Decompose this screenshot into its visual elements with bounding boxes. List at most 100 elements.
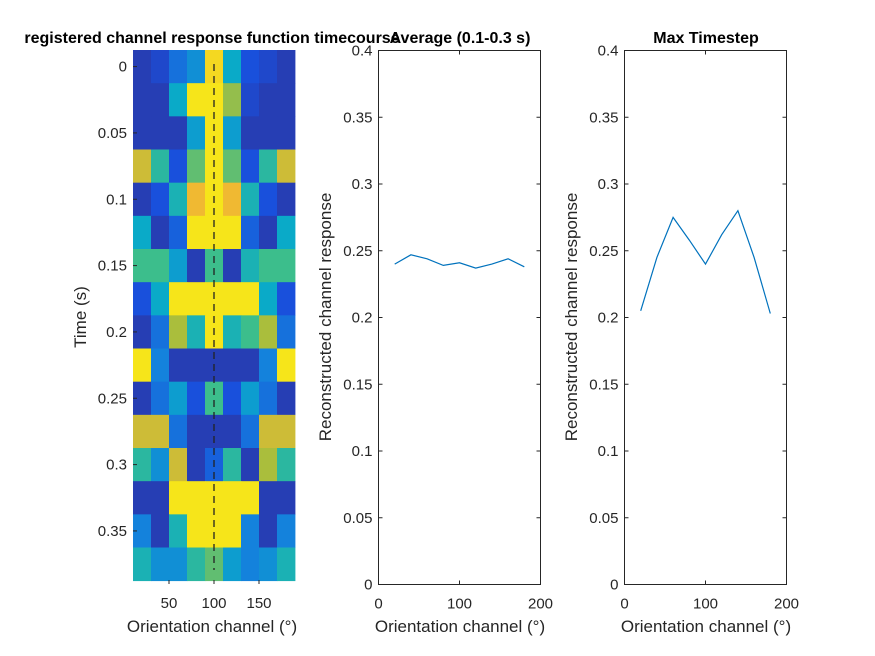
heatmap-cell	[223, 249, 242, 283]
y-tick-label: 0.25	[589, 243, 618, 260]
heatmap-cell	[277, 514, 296, 548]
heatmap-cell	[133, 282, 152, 316]
heatmap-cell	[259, 448, 278, 482]
heatmap-cell	[223, 83, 242, 117]
heatmap-cell	[133, 547, 152, 582]
heatmap-cell	[259, 348, 278, 383]
x-tick-label: 100	[693, 596, 718, 613]
heatmap-cell	[223, 448, 242, 482]
heatmap-y-axis-label: Time (s)	[71, 286, 90, 348]
heatmap-cell	[277, 547, 296, 582]
heatmap-cell	[205, 381, 224, 416]
heatmap-cell	[259, 215, 278, 250]
x-tick-label: 0	[620, 596, 628, 613]
heatmap-cell	[277, 348, 296, 383]
y-tick-label: 0.15	[589, 376, 618, 393]
y-tick-label: 0.2	[352, 310, 373, 327]
heatmap-cell	[169, 315, 188, 349]
max-timestep-panel: 0 0.05 0.1 0.15 0.2 0.25 0.3 0.35 0.4 0 100 200 Max…	[562, 30, 799, 636]
heatmap-cell	[241, 249, 260, 283]
y-tick-label: 0	[610, 577, 618, 594]
heatmap-cell	[133, 149, 152, 184]
heatmap-cell	[169, 547, 188, 582]
heatmap-cell	[151, 116, 170, 150]
heatmap-cell	[223, 116, 242, 150]
heatmap-cell	[277, 83, 296, 117]
heatmap-cell	[133, 182, 152, 217]
y-tick-label: 0.1	[598, 443, 619, 460]
heatmap-cell	[241, 448, 260, 482]
heatmap-cell	[277, 414, 296, 449]
x-tick-label: 0	[374, 596, 382, 613]
max-timestep-axes-box	[624, 50, 787, 585]
y-tick-label: 0.1	[352, 443, 373, 460]
heatmap-x-tick-label: 50	[161, 595, 178, 612]
heatmap-cell	[241, 381, 260, 416]
heatmap-cell	[151, 182, 170, 217]
heatmap-cell	[169, 481, 188, 515]
heatmap-cell	[151, 249, 170, 283]
y-tick-label: 0.3	[352, 176, 373, 193]
heatmap-cell	[187, 547, 206, 582]
heatmap-cell	[223, 149, 242, 184]
heatmap-cell	[277, 215, 296, 250]
average-panel: 0 0.05 0.1 0.15 0.2 0.25 0.3 0.35 0.4 0 100 200 Ave…	[316, 30, 553, 636]
max-timestep-ticks: 0 0.05 0.1 0.15 0.2 0.25 0.3 0.35 0.4 0 100 200	[589, 43, 799, 613]
heatmap-cell	[187, 282, 206, 316]
heatmap-cell	[133, 381, 152, 416]
average-y-axis-label: Reconstructed channel response	[316, 193, 335, 442]
heatmap-cell	[223, 514, 242, 548]
heatmap-cell	[169, 116, 188, 150]
heatmap-cell	[259, 481, 278, 515]
heatmap-cell	[133, 448, 152, 482]
average-series-line	[394, 254, 525, 269]
heatmap-cell	[205, 249, 224, 283]
heatmap-cell	[259, 315, 278, 349]
y-tick-label: 0.4	[352, 43, 373, 60]
heatmap-cell	[169, 381, 188, 416]
heatmap-cell	[259, 249, 278, 283]
heatmap-cell	[277, 448, 296, 482]
heatmap-cell	[241, 116, 260, 150]
heatmap-cell	[151, 381, 170, 416]
heatmap-cell	[187, 182, 206, 217]
heatmap-cell	[133, 315, 152, 349]
heatmap-cell	[277, 481, 296, 515]
heatmap-y-tick-label: 0.3	[106, 457, 127, 474]
heatmap-cell	[223, 50, 242, 84]
heatmap-cell	[241, 83, 260, 117]
heatmap-cell	[205, 514, 224, 548]
heatmap-cell	[241, 414, 260, 449]
heatmap-cell	[187, 348, 206, 383]
heatmap-cell	[151, 83, 170, 117]
heatmap-cell	[241, 182, 260, 217]
heatmap-cell	[259, 381, 278, 416]
heatmap-cell	[277, 116, 296, 150]
heatmap-y-ticks: 0 0.05 0.1 0.15 0.2 0.25 0.3 0.35	[98, 59, 137, 540]
y-tick-label: 0.4	[598, 43, 619, 60]
heatmap-cell	[169, 50, 188, 84]
heatmap-cell	[205, 116, 224, 150]
heatmap-x-ticks: 50 100 150	[161, 580, 272, 612]
average-x-axis-label: Orientation channel (°)	[375, 617, 545, 636]
heatmap-y-tick-label: 0.1	[106, 191, 127, 208]
heatmap-cell	[187, 448, 206, 482]
heatmap-cell	[277, 182, 296, 217]
x-tick-label: 200	[774, 596, 799, 613]
heatmap-cell	[259, 50, 278, 84]
heatmap-cell	[151, 481, 170, 515]
heatmap-cell	[277, 50, 296, 84]
heatmap-cell	[187, 481, 206, 515]
heatmap-cell	[187, 381, 206, 416]
heatmap-cell	[223, 414, 242, 449]
heatmap-cell	[205, 414, 224, 449]
heatmap-cell	[169, 414, 188, 449]
heatmap-cell	[133, 83, 152, 117]
heatmap-cell	[133, 348, 152, 383]
heatmap-cell	[133, 50, 152, 84]
heatmap-cell	[277, 249, 296, 283]
heatmap-cell	[223, 182, 242, 217]
average-ticks: 0 0.05 0.1 0.15 0.2 0.25 0.3 0.35 0.4 0 100 200	[343, 43, 553, 613]
heatmap-cell	[151, 282, 170, 316]
y-tick-label: 0.35	[343, 109, 372, 126]
